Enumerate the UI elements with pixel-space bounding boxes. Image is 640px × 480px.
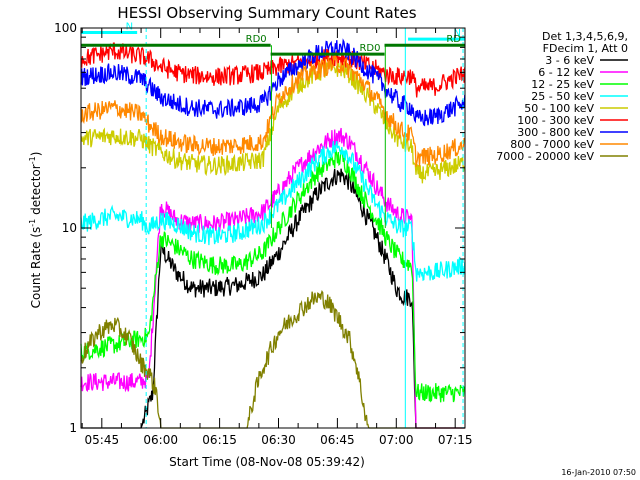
legend: Det 1,3,4,5,6,9,FDecim 1, Att 03 - 6 keV… <box>496 30 628 163</box>
x-tick-label-3: 06:30 <box>261 433 296 447</box>
y-axis-label-rest: detector <box>29 164 43 219</box>
x-tick-label-0: 05:45 <box>85 433 120 447</box>
x-tick-label-1: 06:00 <box>143 433 178 447</box>
y-axis-label-sup: -1 <box>28 219 37 227</box>
legend-entry-7: 800 - 7000 keV <box>510 138 594 151</box>
chart-title: HESSI Observing Summary Count Rates <box>117 4 416 22</box>
x-axis-label: Start Time (08-Nov-08 05:39:42) <box>169 455 365 469</box>
y-tick-label-1: 10 <box>62 221 77 235</box>
x-tick-label-4: 06:45 <box>320 433 355 447</box>
flag-label-4: RD <box>446 34 461 45</box>
legend-entry-1: 6 - 12 keV <box>538 66 594 79</box>
series-line-4 <box>80 59 466 184</box>
legend-entry-8: 7000 - 20000 keV <box>496 150 594 163</box>
legend-entry-0: 3 - 6 keV <box>545 54 594 67</box>
legend-header-0: Det 1,3,4,5,6,9, <box>542 30 628 43</box>
flag-label-3: RD0 <box>359 43 380 54</box>
series-line-0 <box>81 168 465 429</box>
date-stamp: 16-Jan-2010 07:50 <box>561 468 636 477</box>
series-line-8 <box>80 290 465 429</box>
series-line-7 <box>80 54 466 167</box>
legend-entry-5: 100 - 300 keV <box>517 114 594 127</box>
series-line-5 <box>80 42 466 98</box>
series-line-3 <box>80 141 466 282</box>
series-line-2 <box>80 148 466 403</box>
flag-label-1: N <box>454 28 461 39</box>
x-tick-label-2: 06:15 <box>202 433 237 447</box>
x-tick-label-6: 07:15 <box>438 433 473 447</box>
legend-entry-4: 50 - 100 keV <box>524 102 594 115</box>
y-axis-label-close: ) <box>29 152 43 157</box>
y-axis-label: Count Rate (s-1 detector-1) <box>28 152 43 309</box>
legend-entry-2: 12 - 25 keV <box>531 78 594 91</box>
y-axis-label-main: Count Rate (s <box>29 227 43 309</box>
y-tick-label-2: 100 <box>54 21 77 35</box>
x-tick-label-5: 07:00 <box>379 433 414 447</box>
flag-label-2: RD0 <box>246 34 267 45</box>
legend-entry-6: 300 - 800 keV <box>517 126 594 139</box>
series-line-6 <box>80 38 466 127</box>
y-axis-label-sup2: -1 <box>28 156 37 164</box>
y-tick-label-0: 1 <box>69 421 77 435</box>
series-line-1 <box>80 127 465 429</box>
legend-entry-3: 25 - 50 keV <box>531 90 594 103</box>
plot-area: N N RD0 RD0 RD 1 10 100 05:45 06:00 06:15 06:30 06:4… <box>54 21 472 447</box>
flag-label-0: N <box>126 21 133 32</box>
legend-header-1: FDecim 1, Att 0 <box>543 42 628 55</box>
